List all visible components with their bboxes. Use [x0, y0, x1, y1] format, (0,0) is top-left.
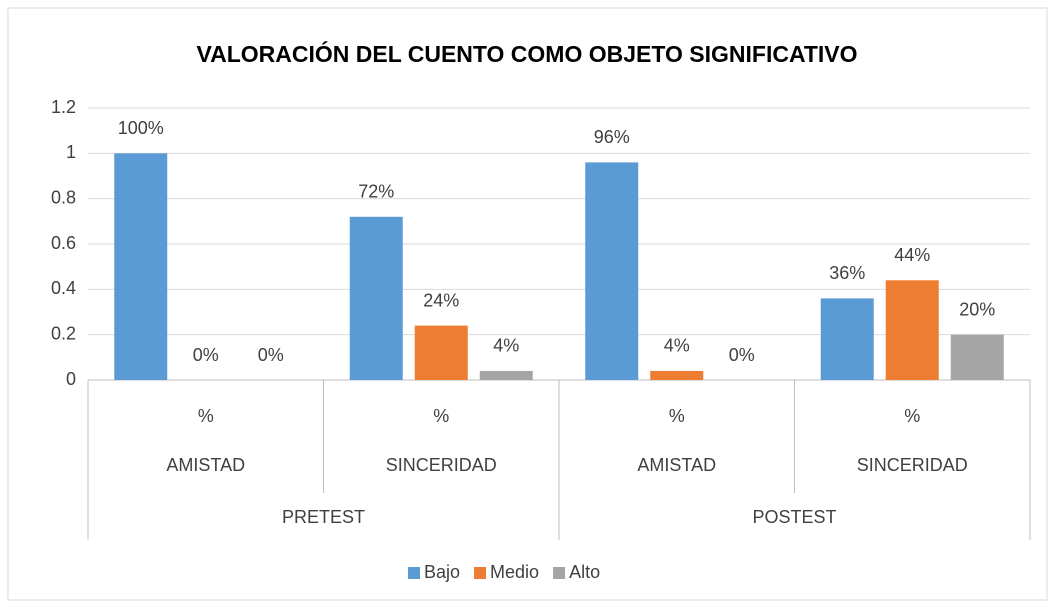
- data-label: 4%: [493, 336, 519, 356]
- data-label: 0%: [258, 345, 284, 365]
- bar: [414, 325, 468, 380]
- x-tick-label: %: [669, 406, 685, 426]
- data-label: 0%: [729, 345, 755, 365]
- x-subcategory-label: AMISTAD: [166, 455, 245, 475]
- y-tick-label: 0: [66, 369, 76, 389]
- chart-border: [7, 7, 1048, 601]
- y-tick-label: 0.2: [51, 323, 76, 343]
- data-label: 96%: [594, 127, 630, 147]
- data-label: 100%: [118, 118, 164, 138]
- data-label: 72%: [358, 182, 394, 202]
- data-label: 4%: [664, 336, 690, 356]
- bar: [820, 298, 874, 380]
- legend-swatch: [553, 567, 566, 579]
- x-group-label: POSTEST: [752, 507, 836, 527]
- x-group-label: PRETEST: [282, 507, 365, 527]
- y-tick-label: 1.2: [51, 97, 76, 117]
- x-tick-label: %: [904, 406, 920, 426]
- data-label: 24%: [423, 290, 459, 310]
- bar: [114, 153, 168, 380]
- bar: [479, 370, 533, 380]
- x-subcategory-label: SINCERIDAD: [386, 455, 497, 475]
- y-tick-label: 1: [66, 142, 76, 162]
- bar: [650, 370, 704, 380]
- y-tick-label: 0.6: [51, 233, 76, 253]
- x-tick-label: %: [198, 406, 214, 426]
- chart-title: VALORACIÓN DEL CUENTO COMO OBJETO SIGNIF…: [196, 40, 857, 67]
- bar: [349, 216, 403, 380]
- legend-swatch: [408, 567, 420, 579]
- legend-label: Alto: [569, 562, 600, 582]
- data-label: 20%: [959, 299, 995, 319]
- data-label: 36%: [829, 263, 865, 283]
- data-label: 44%: [894, 245, 930, 265]
- bar: [585, 162, 639, 380]
- x-tick-label: %: [433, 406, 449, 426]
- bar: [885, 280, 939, 380]
- y-tick-label: 0.4: [51, 278, 76, 298]
- y-tick-label: 0.8: [51, 187, 76, 207]
- bar: [950, 334, 1004, 380]
- legend-label: Medio: [490, 562, 539, 582]
- x-subcategory-label: SINCERIDAD: [857, 455, 968, 475]
- data-label: 0%: [193, 345, 219, 365]
- legend-swatch: [474, 567, 487, 579]
- legend-label: Bajo: [424, 562, 460, 582]
- x-subcategory-label: AMISTAD: [637, 455, 716, 475]
